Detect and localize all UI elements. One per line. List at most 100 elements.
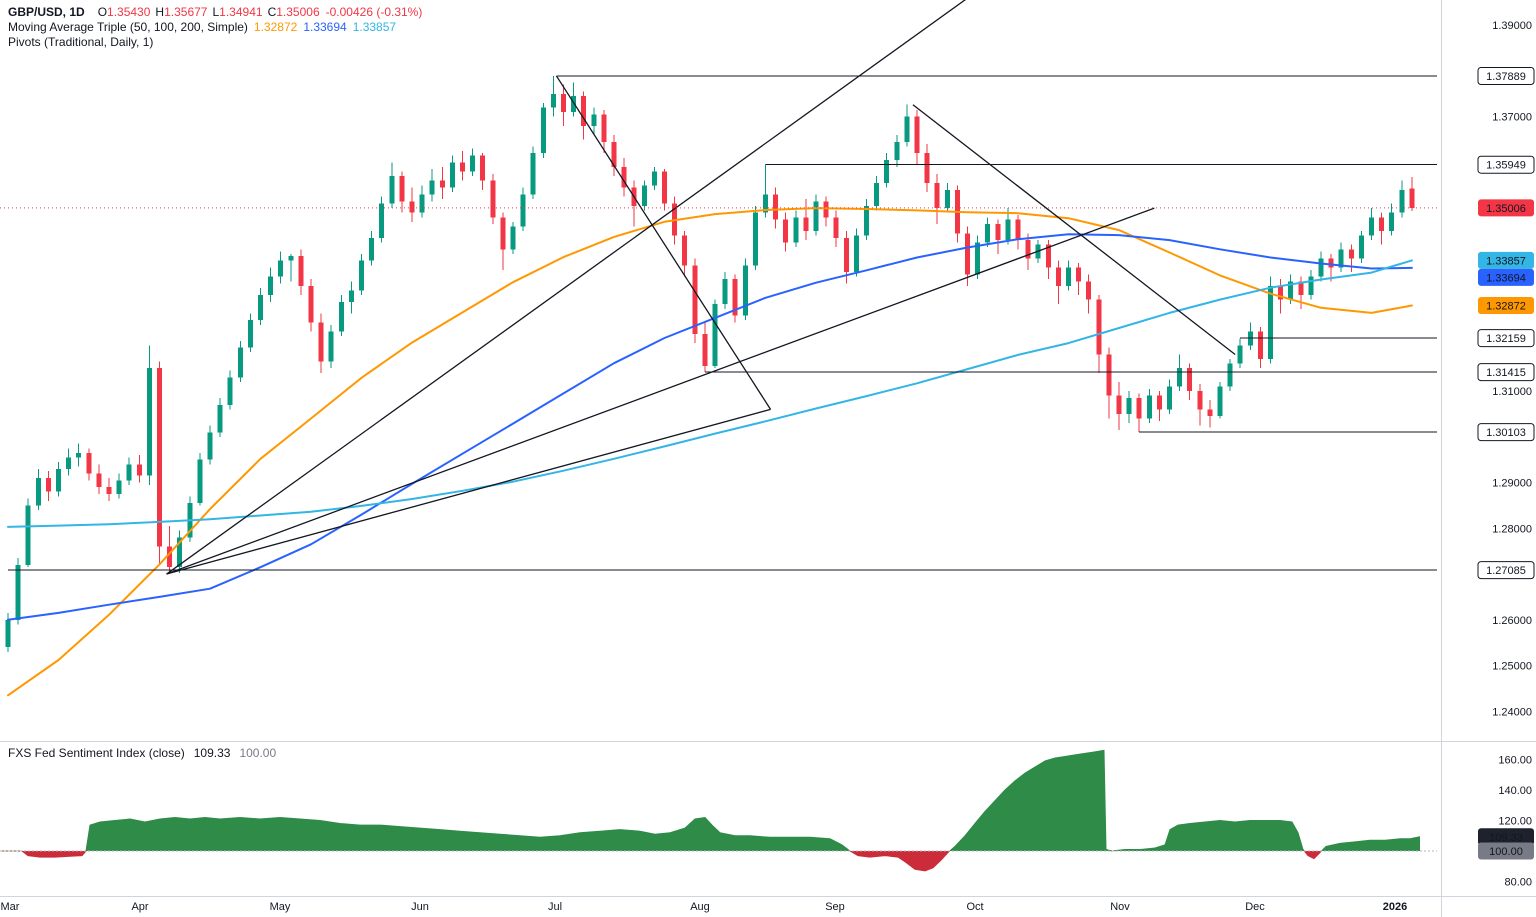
candle-body bbox=[1288, 281, 1294, 300]
price-axis[interactable]: 1.39000 1.37000 1.31000 1.29000 1.28000 1.260… bbox=[1477, 20, 1535, 889]
candle-body bbox=[1116, 395, 1122, 414]
badge-text: 1.37889 bbox=[1486, 71, 1526, 83]
badge-rect bbox=[1477, 66, 1535, 85]
price-axis-badge: 100.00 bbox=[1478, 842, 1534, 860]
candle-body bbox=[25, 505, 31, 565]
candle-body bbox=[1328, 258, 1334, 268]
badge-rect bbox=[1478, 268, 1534, 286]
trendline[interactable] bbox=[912, 104, 1236, 356]
badge-rect bbox=[1477, 423, 1535, 442]
candle-body bbox=[1177, 368, 1183, 387]
trendline[interactable] bbox=[166, 0, 978, 575]
ma100-value: 1.33694 bbox=[303, 20, 347, 34]
change-value: -0.00426 (-0.31%) bbox=[325, 5, 423, 19]
candle-body bbox=[783, 219, 789, 243]
sentiment-pane[interactable] bbox=[0, 749, 1437, 872]
candle-body bbox=[15, 564, 21, 620]
candle-body bbox=[1227, 363, 1233, 387]
candle-body bbox=[1126, 397, 1132, 414]
candle-body bbox=[874, 182, 880, 206]
candle-body bbox=[500, 217, 506, 250]
candle-body bbox=[1358, 235, 1364, 259]
sentiment-area-negative bbox=[0, 851, 1420, 871]
candle-body bbox=[934, 182, 940, 209]
sentiment-tick-label: 80.00 bbox=[1504, 877, 1532, 889]
candle-body bbox=[207, 432, 213, 460]
candle-body bbox=[197, 459, 203, 504]
symbol-title[interactable]: GBP/USD, 1D bbox=[8, 5, 85, 19]
candle-body bbox=[601, 114, 607, 142]
candle-body bbox=[773, 194, 779, 220]
trendline[interactable] bbox=[166, 207, 1155, 575]
price-tick-label: 1.31000 bbox=[1492, 386, 1532, 398]
ma-line-sma-100[interactable] bbox=[7, 233, 1413, 621]
candle-body bbox=[56, 468, 61, 492]
low-value: 1.34941 bbox=[219, 5, 263, 19]
candle-body bbox=[268, 276, 274, 296]
candle-body bbox=[651, 171, 657, 186]
price-axis-badge: 1.33857 bbox=[1478, 251, 1534, 269]
candle-body bbox=[813, 201, 819, 231]
candle-body bbox=[995, 224, 1001, 241]
ma200-value: 1.33857 bbox=[352, 20, 397, 34]
trendline[interactable] bbox=[555, 75, 772, 410]
candle-body bbox=[227, 377, 233, 405]
candle-body bbox=[1278, 285, 1284, 300]
candle-body bbox=[490, 180, 496, 218]
time-label: Oct bbox=[966, 901, 983, 913]
candle-body bbox=[359, 260, 364, 291]
candle-body bbox=[1308, 276, 1314, 296]
candle-body bbox=[561, 93, 566, 113]
candle-body bbox=[126, 464, 132, 481]
candle-body bbox=[1338, 249, 1344, 268]
badge-rect bbox=[1478, 199, 1534, 217]
candle-body bbox=[793, 217, 799, 243]
candle-body bbox=[369, 237, 375, 261]
candle-body bbox=[662, 171, 667, 204]
time-label: Aug bbox=[690, 901, 710, 913]
candle-body bbox=[338, 301, 344, 332]
candle-body bbox=[975, 242, 981, 275]
candle-body bbox=[1187, 368, 1193, 392]
candle-body bbox=[1086, 281, 1092, 300]
sentiment-tick-label: 120.00 bbox=[1498, 816, 1532, 828]
candle-body bbox=[45, 477, 51, 492]
candle-body bbox=[308, 285, 314, 323]
candle-body bbox=[843, 237, 849, 273]
candle-body bbox=[894, 141, 900, 161]
sentiment-indicator-title[interactable]: FXS Fed Sentiment Index (close) bbox=[8, 746, 185, 760]
price-pane[interactable] bbox=[0, 0, 1437, 697]
candle-body bbox=[1237, 345, 1243, 364]
candle-body bbox=[429, 180, 435, 195]
candle-body bbox=[258, 295, 263, 321]
candle-body bbox=[803, 217, 809, 231]
candle-body bbox=[914, 116, 920, 154]
ma-line-sma-200[interactable] bbox=[7, 259, 1413, 528]
time-axis[interactable]: Mar Apr May Jun Jul Aug Sep Oct Nov Dec 2026 bbox=[1, 901, 1408, 913]
ma-indicator-row: Moving Average Triple (50, 100, 200, Sim… bbox=[8, 20, 422, 35]
ma-indicator-title[interactable]: Moving Average Triple (50, 100, 200, Sim… bbox=[8, 20, 248, 34]
candle-body bbox=[510, 226, 516, 250]
candle-body bbox=[763, 194, 768, 213]
candle-body bbox=[217, 404, 223, 433]
candle-body bbox=[460, 162, 465, 172]
price-axis-badge: 1.32159 bbox=[1477, 329, 1535, 348]
badge-text: 1.30103 bbox=[1486, 427, 1526, 439]
badge-text: 1.35949 bbox=[1486, 160, 1526, 172]
candle-body bbox=[722, 279, 728, 305]
badge-rect bbox=[1477, 329, 1535, 348]
candle-body bbox=[611, 141, 617, 167]
candle-body bbox=[571, 96, 577, 113]
time-label: Mar bbox=[1, 901, 20, 913]
candle-body bbox=[1268, 285, 1273, 360]
ma-line-sma-50[interactable] bbox=[7, 207, 1413, 697]
price-axis-badge: 1.33694 bbox=[1478, 268, 1534, 286]
candle-body bbox=[399, 176, 405, 202]
trendline[interactable] bbox=[166, 408, 771, 575]
candle-body bbox=[1146, 395, 1152, 419]
candle-body bbox=[1369, 217, 1374, 236]
pivots-indicator-title[interactable]: Pivots (Traditional, Daily, 1) bbox=[8, 35, 154, 49]
candle-body bbox=[1005, 219, 1011, 241]
